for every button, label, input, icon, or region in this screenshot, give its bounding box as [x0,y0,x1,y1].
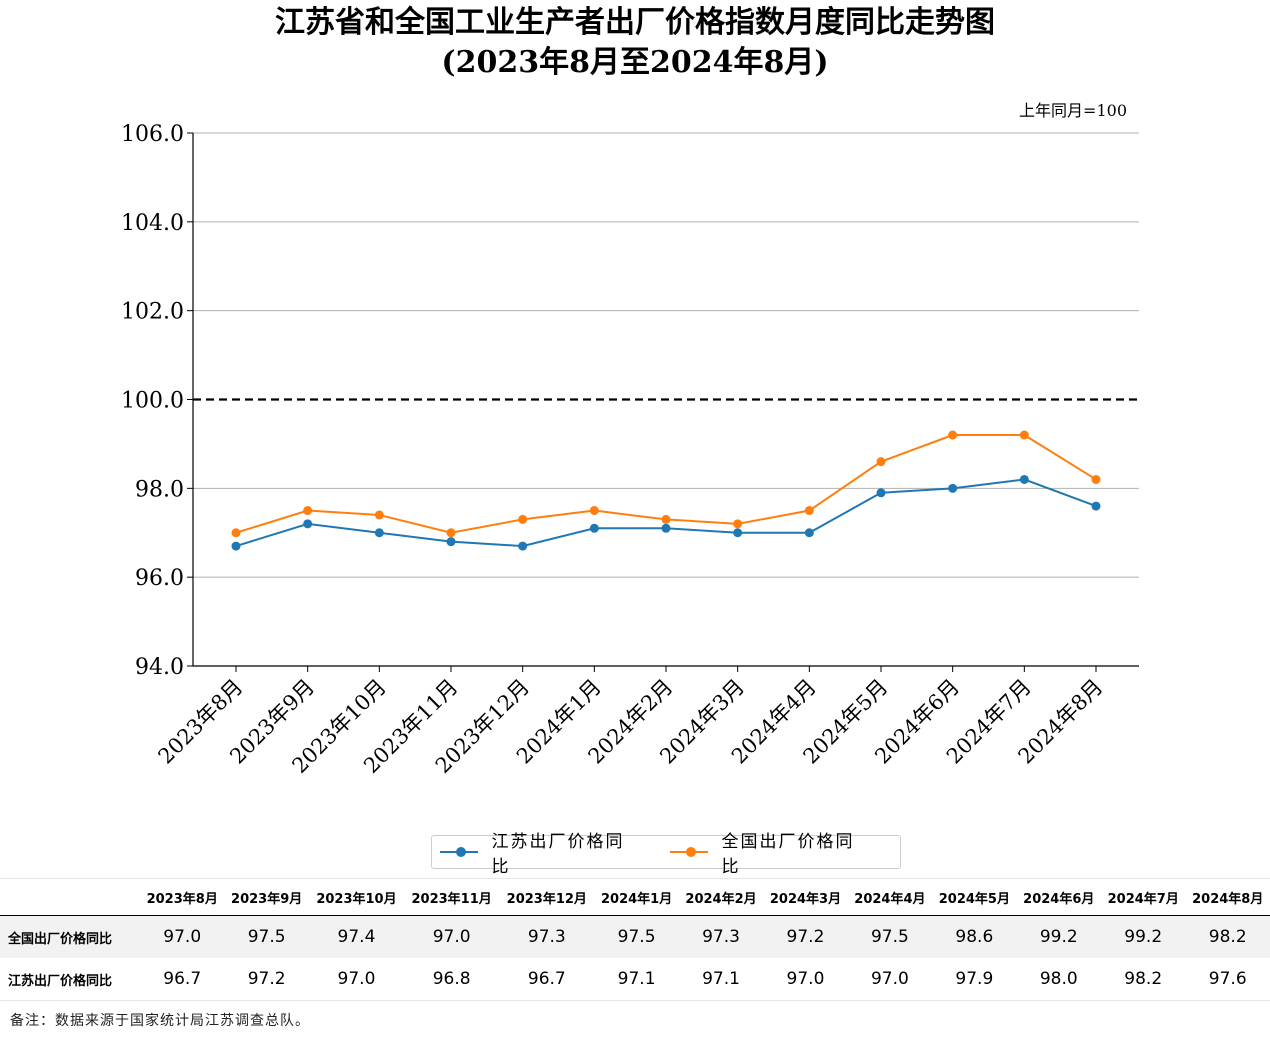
legend-swatch-national [670,844,708,860]
series-1-point [231,528,241,538]
table-cell: 97.3 [499,915,595,958]
table-cell: 97.0 [847,958,933,1001]
unit-label: 上年同月=100 [1019,101,1127,120]
y-tick-label: 106.0 [121,122,184,147]
table-header-cell: 2024年2月 [678,878,764,916]
series-0-point [948,483,958,493]
series-0-point [661,523,671,533]
table-header-cell: 2023年8月 [140,878,225,916]
table-cell: 97.4 [308,915,405,958]
table-cell: 96.8 [404,958,500,1001]
table-row: 全国出厂价格同比 97.0 97.5 97.4 97.0 97.3 97.5 97.3 97.2… [0,915,1270,958]
series-1-point [733,519,743,529]
series-0-point [876,488,886,498]
table-row-label: 江苏出厂价格同比 [0,958,140,1001]
table-cell: 98.0 [1016,958,1102,1001]
table-header-cell: 2023年10月 [308,878,405,916]
y-tick-label: 96.0 [135,566,184,591]
table-header-cell: 2024年6月 [1016,878,1102,916]
legend-label-national: 全国出厂价格同比 [721,832,855,877]
series-1-point [1091,474,1101,484]
table-header-cell: 2024年4月 [847,878,933,916]
table-header-cell: 2024年1月 [594,878,679,916]
series-0-point [374,528,384,538]
data-table: 2023年8月 2023年9月 2023年10月 2023年11月 2023年12月 20… [0,878,1270,1001]
table-header-cell: 2024年5月 [932,878,1017,916]
y-tick-label: 104.0 [121,211,184,236]
source-note: 备注：数据来源于国家统计局江苏调查总队。 [10,1013,310,1029]
table-cell: 99.2 [1016,915,1102,958]
table-cell: 97.0 [404,915,500,958]
series-1-point [303,506,313,516]
y-tick-label: 102.0 [121,300,184,325]
legend: 江苏出厂价格同比 全国出厂价格同比 [431,832,901,877]
table-header-cell: 2023年11月 [404,878,500,916]
table-header-row: 2023年8月 2023年9月 2023年10月 2023年11月 2023年12月 20… [0,878,1270,916]
table-cell: 96.7 [140,958,225,1001]
legend-swatch-jiangsu [440,844,478,860]
table-cell: 97.1 [678,958,764,1001]
table-cell: 97.0 [308,958,405,1001]
y-tick-label: 94.0 [135,655,184,680]
table-cell: 97.2 [763,915,848,958]
legend-item-jiangsu: 江苏出厂价格同比 [440,827,634,877]
series-0-point [589,523,599,533]
table-cell: 97.0 [763,958,848,1001]
table-cell: 97.5 [224,915,309,958]
table-cell: 97.0 [140,915,225,958]
y-tick-label: 98.0 [135,477,184,502]
table-cell: 96.7 [499,958,595,1001]
table-cell: 97.3 [678,915,764,958]
table-cell: 99.2 [1101,915,1186,958]
legend-label-jiangsu: 江苏出厂价格同比 [491,832,625,877]
series-0-point [518,541,528,551]
series-0-point [231,541,241,551]
series-1-point [661,514,671,524]
series-0-point [446,537,456,547]
series-1-point [589,506,599,516]
table-cell: 97.6 [1185,958,1270,1001]
series-1-point [948,430,958,440]
series-1-point [804,506,814,516]
table-cell: 98.2 [1101,958,1186,1001]
table-cell: 98.2 [1185,915,1270,958]
series-1-point [446,528,456,538]
table-header-cell: 2023年12月 [499,878,595,916]
table-row-label: 全国出厂价格同比 [0,915,140,958]
chart-title: 江苏省和全国工业生产者出厂价格指数月度同比走势图 [275,5,995,40]
series-0-point [1019,474,1029,484]
y-tick-label: 100.0 [121,389,184,414]
chart-subtitle: (2023年8月至2024年8月) [441,45,829,80]
table-cell: 98.6 [932,915,1017,958]
series-1-point [1019,430,1029,440]
table-header-cell: 2023年9月 [224,878,309,916]
line-chart: 94.0 96.0 98.0 100.0 102.0 104.0 106.0 上年同月=100… [121,101,1139,778]
series-line-0 [235,478,1097,548]
table-row: 江苏出厂价格同比 96.7 97.2 97.0 96.8 96.7 97.1 97.1 97.0… [0,958,1270,1001]
legend-item-national: 全国出厂价格同比 [670,827,864,877]
series-0-point [1091,501,1101,511]
table-corner-cell [0,878,140,916]
table-header-cell: 2024年3月 [763,878,848,916]
series-1-point [518,514,528,524]
table-cell: 97.9 [932,958,1017,1001]
table-header-cell: 2024年7月 [1101,878,1186,916]
series-0-point [804,528,814,538]
table-cell: 97.5 [847,915,933,958]
table-cell: 97.5 [594,915,679,958]
series-1-point [374,510,384,520]
table-cell: 97.2 [224,958,309,1001]
series-0-point [733,528,743,538]
table-cell: 97.1 [594,958,679,1001]
series-0-point [303,519,313,529]
table-header-cell: 2024年8月 [1185,878,1270,916]
series-1-point [876,457,886,467]
